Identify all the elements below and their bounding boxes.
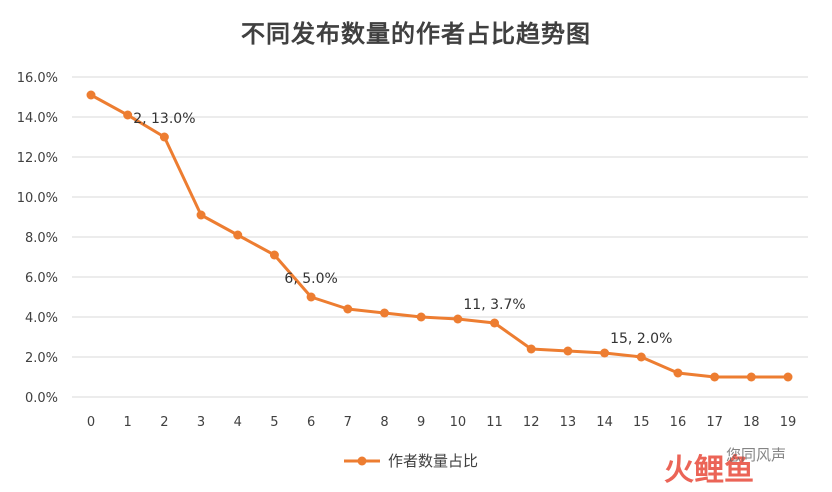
y-tick-label: 6.0% [25, 271, 58, 286]
y-axis-ticks: 0.0% 2.0% 4.0% 6.0% 8.0% 10.0% 12.0% 14.0% 16.0% [17, 71, 58, 406]
data-point[interactable] [86, 90, 96, 100]
y-tick-label: 12.0% [17, 151, 58, 166]
x-axis-ticks: 0 1 2 3 4 5 6 7 8 9 10 11 12 13 14 15 16 17 18 19 [87, 415, 796, 430]
watermark-logo-text: 火鲤鱼 [664, 453, 754, 488]
data-point[interactable] [600, 348, 610, 358]
y-tick-label: 4.0% [25, 311, 58, 326]
data-point[interactable] [526, 344, 536, 354]
data-point[interactable] [233, 230, 243, 240]
y-tick-label: 16.0% [17, 71, 58, 86]
x-tick-label: 4 [234, 415, 242, 430]
data-point[interactable] [490, 318, 500, 328]
y-tick-label: 14.0% [17, 111, 58, 126]
series-line [90, 93, 788, 379]
data-point[interactable] [196, 210, 206, 220]
y-tick-label: 10.0% [17, 191, 58, 206]
data-label: 15, 2.0% [610, 331, 672, 347]
data-point[interactable] [636, 352, 646, 362]
x-tick-label: 1 [124, 415, 132, 430]
data-point[interactable] [746, 372, 756, 382]
data-label: 11, 3.7% [463, 297, 525, 313]
data-point[interactable] [343, 304, 353, 314]
y-tick-label: 2.0% [25, 351, 58, 366]
data-point[interactable] [123, 110, 133, 120]
x-tick-label: 16 [670, 415, 687, 430]
data-point[interactable] [306, 292, 316, 302]
data-point[interactable] [563, 346, 573, 356]
x-tick-label: 17 [706, 415, 723, 430]
y-tick-label: 0.0% [25, 391, 58, 406]
x-tick-label: 11 [486, 415, 503, 430]
data-point[interactable] [673, 368, 683, 378]
x-tick-label: 12 [523, 415, 540, 430]
x-tick-label: 10 [450, 415, 467, 430]
x-tick-label: 19 [780, 415, 797, 430]
legend-label: 作者数量占比 [388, 452, 478, 470]
y-tick-label: 8.0% [25, 231, 58, 246]
legend[interactable]: 作者数量占比 [344, 452, 478, 470]
data-label: 6, 5.0% [284, 271, 337, 287]
x-tick-label: 8 [380, 415, 388, 430]
data-point[interactable] [269, 250, 279, 260]
watermark-logo: 火鲤鱼 您同风声 [664, 446, 786, 488]
data-point[interactable] [379, 308, 389, 318]
watermark: 火鲤鱼 您同风声 [660, 440, 830, 490]
x-tick-label: 13 [560, 415, 577, 430]
series-layer [86, 90, 793, 382]
data-point[interactable] [159, 132, 169, 142]
x-tick-label: 0 [87, 415, 95, 430]
watermark-caption: 您同风声 [726, 446, 786, 464]
x-tick-label: 5 [270, 415, 278, 430]
data-point[interactable] [453, 314, 463, 324]
x-tick-label: 18 [743, 415, 760, 430]
legend-marker [357, 456, 367, 466]
x-tick-label: 15 [633, 415, 650, 430]
x-tick-label: 2 [160, 415, 168, 430]
data-point[interactable] [416, 312, 426, 322]
x-tick-label: 3 [197, 415, 205, 430]
data-point[interactable] [710, 372, 720, 382]
x-tick-label: 14 [596, 415, 613, 430]
x-tick-label: 9 [417, 415, 425, 430]
x-tick-label: 6 [307, 415, 315, 430]
x-tick-label: 7 [344, 415, 352, 430]
data-point[interactable] [783, 372, 793, 382]
data-labels: 2, 13.0% 6, 5.0% 11, 3.7% 15, 2.0% [133, 111, 672, 347]
data-label: 2, 13.0% [133, 111, 195, 127]
chart-title: 不同发布数量的作者占比趋势图 [241, 20, 591, 48]
